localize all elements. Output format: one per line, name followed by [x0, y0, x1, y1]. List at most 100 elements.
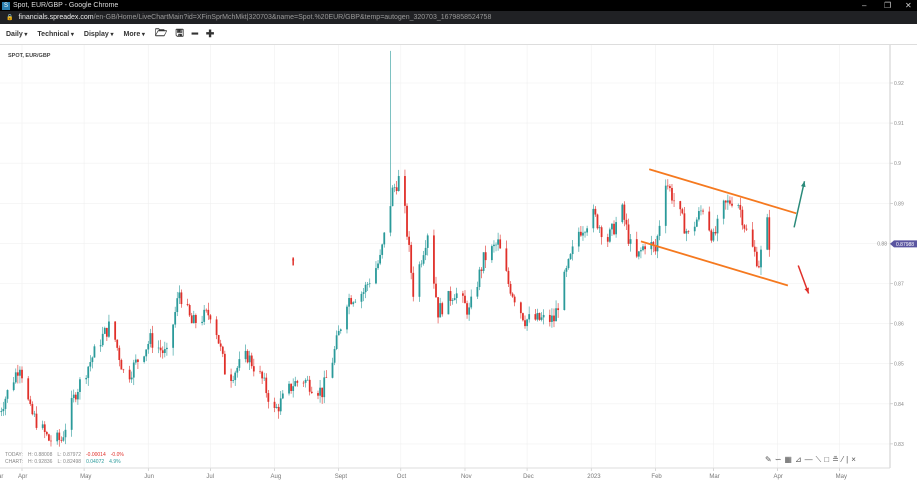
candle-body — [368, 283, 371, 285]
menu-more[interactable]: More — [123, 31, 144, 38]
menu-technical[interactable]: Technical — [37, 31, 73, 38]
candle-body — [592, 208, 595, 229]
candle-body — [536, 313, 539, 320]
candle-body — [333, 349, 336, 363]
candle-body — [679, 201, 682, 210]
stats-panel: TODAY: H: 0.88008 L: 0.87972 -0.00014 -0.0% … — [5, 452, 129, 466]
candle-body — [348, 298, 350, 307]
candle-body — [72, 394, 75, 399]
candle-body — [582, 232, 584, 236]
candle-body — [468, 307, 471, 315]
candle-body — [35, 413, 38, 428]
candle-body — [650, 242, 653, 250]
x-tick-label: Nov — [461, 474, 472, 480]
menu-daily[interactable]: Daily — [6, 31, 27, 38]
last-price-label: 0.87988 — [896, 242, 914, 248]
candle-body — [308, 379, 311, 392]
x-tick-label: 2023 — [587, 474, 601, 480]
candle-body — [731, 203, 733, 206]
chart-high: H: 0.92836 — [27, 459, 53, 465]
curve-icon[interactable]: ∽ — [774, 455, 782, 464]
candle-body — [232, 380, 235, 381]
candle-body — [664, 185, 667, 226]
open-folder-icon[interactable]: 🗁 — [154, 27, 168, 39]
candle-body — [493, 244, 495, 247]
candle-body — [304, 379, 307, 383]
candle-body — [666, 185, 669, 187]
url-host: financials.spreadex.com — [18, 14, 94, 21]
candle-body — [760, 249, 762, 268]
candle-body — [519, 302, 522, 314]
candle-body — [172, 324, 175, 348]
candle-body — [627, 224, 630, 244]
candle-body — [509, 283, 512, 294]
line-icon[interactable]: ⁄ — [841, 455, 844, 464]
candle-body — [751, 229, 754, 247]
candle-body — [265, 377, 268, 394]
grid-icon[interactable]: ▦ — [784, 455, 792, 464]
rectangle-icon[interactable]: □ — [824, 455, 830, 464]
candle-body — [236, 367, 239, 373]
candle-body — [118, 347, 121, 361]
zoom-out-icon[interactable]: ━ — [191, 28, 198, 40]
fan-icon[interactable]: ⊿ — [794, 455, 802, 464]
minimize-button[interactable]: – — [862, 1, 867, 10]
candle-body — [755, 251, 758, 267]
candle-body — [273, 401, 276, 408]
candle-body — [159, 347, 162, 351]
save-icon[interactable]: 🖫 — [175, 27, 184, 39]
channel-upper-line — [648, 168, 797, 215]
candle-body — [594, 208, 597, 215]
candle-body — [48, 434, 50, 441]
candle-body — [157, 347, 160, 349]
close-window-button[interactable]: ✕ — [905, 1, 912, 10]
x-tick-label: Jun — [144, 474, 154, 480]
menu-display[interactable]: Display — [84, 31, 114, 38]
candle-body — [331, 362, 334, 378]
y-tick-label: 0.88 — [877, 241, 887, 247]
candle-body — [586, 228, 589, 233]
candle-body — [294, 381, 297, 387]
pencil-icon[interactable]: ✎ — [765, 455, 772, 464]
candle-body — [143, 356, 146, 362]
y-tick-label: 0.87 — [894, 282, 904, 288]
candle-body — [669, 186, 671, 188]
candle-body — [758, 266, 760, 268]
candle-body — [70, 398, 73, 430]
candle-body — [451, 300, 454, 301]
address-bar[interactable]: 🔒 financials.spreadex.com/en-GB/Home/Liv… — [0, 11, 917, 24]
candle-body — [238, 359, 241, 368]
candle-body — [621, 204, 624, 223]
candle-body — [470, 296, 473, 308]
candle-body — [553, 315, 555, 322]
candle-body — [2, 408, 5, 412]
candle-body — [753, 246, 756, 252]
candle-body — [379, 254, 382, 264]
candle-body — [542, 314, 545, 318]
candle-body — [93, 346, 96, 358]
candle-body — [455, 293, 458, 299]
candle-body — [122, 369, 125, 371]
candle-body — [571, 246, 574, 255]
horizontal-line-icon[interactable]: — — [804, 455, 813, 464]
url-path: /en-GB/Home/LiveChartMain?id=XFinSprMchM… — [93, 14, 492, 21]
text-icon[interactable]: ≞ — [832, 455, 839, 464]
candle-body — [600, 227, 603, 238]
candle-body — [480, 269, 483, 271]
symbol-label: SPOT, EUR/GBP — [8, 53, 51, 59]
candle-body — [145, 349, 148, 357]
y-tick-label: 0.91 — [894, 121, 904, 127]
candle-body — [180, 292, 183, 305]
arrow-head — [292, 257, 295, 261]
x-tick-label: Oct — [397, 474, 407, 480]
candle-body — [4, 398, 7, 409]
zoom-in-icon[interactable]: ✚ — [205, 28, 215, 40]
candle-body — [745, 228, 748, 230]
candle-body — [395, 187, 398, 192]
candle-body — [710, 230, 713, 241]
trend-line-icon[interactable]: ⟍ — [815, 455, 822, 464]
close-icon[interactable]: × — [851, 455, 856, 464]
candle-body — [105, 327, 108, 337]
maximize-button[interactable]: ❐ — [884, 1, 892, 10]
price-chart[interactable]: 0.83 0.84 0.85 0.86 0.87 0.88 0.89 0.9 0.91 0.92 A… — [0, 45, 917, 484]
